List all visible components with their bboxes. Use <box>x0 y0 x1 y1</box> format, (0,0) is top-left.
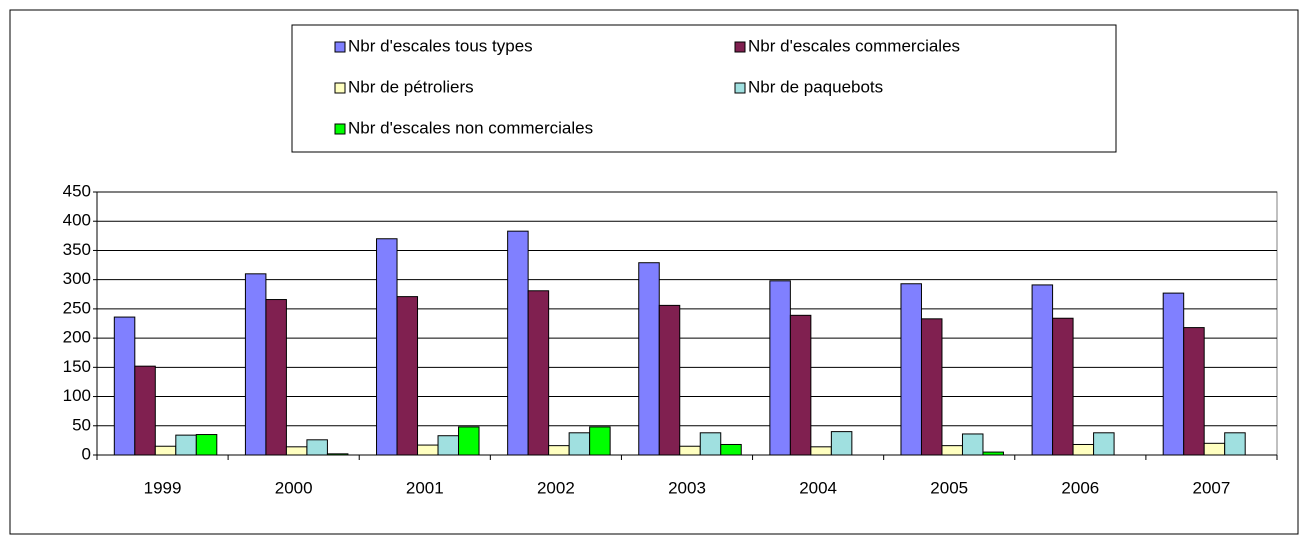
legend-label: Nbr de pétroliers <box>348 77 474 96</box>
bar <box>244 273 267 456</box>
bar <box>941 445 963 456</box>
bar <box>113 316 136 456</box>
x-tick-label: 2003 <box>668 478 706 497</box>
bar <box>568 432 591 456</box>
x-tick-label: 2007 <box>1193 478 1231 497</box>
bar <box>1183 327 1205 456</box>
bar <box>699 432 722 456</box>
legend-swatch <box>334 41 346 53</box>
bar <box>900 283 922 456</box>
x-tick-label: 2001 <box>406 478 444 497</box>
bar <box>134 365 156 456</box>
legend-label: Nbr d'escales tous types <box>348 36 533 55</box>
bar <box>961 433 984 456</box>
bar <box>830 431 853 456</box>
bar <box>638 262 660 456</box>
legend-label: Nbr d'escales commerciales <box>748 36 960 55</box>
bar <box>285 446 308 456</box>
bar <box>769 280 791 456</box>
y-tick-label: 250 <box>63 298 91 317</box>
bar <box>175 434 197 456</box>
bar <box>376 238 398 456</box>
x-tick-label: 2002 <box>537 478 575 497</box>
x-tick-label: 1999 <box>144 478 182 497</box>
bar <box>437 435 460 456</box>
y-tick-label: 350 <box>63 240 91 259</box>
bar <box>1224 432 1246 456</box>
bar <box>1162 292 1185 456</box>
bar <box>527 290 550 456</box>
bar <box>1072 443 1095 456</box>
y-tick-label: 100 <box>63 386 91 405</box>
legend-label: Nbr de paquebots <box>748 77 883 96</box>
bar <box>417 444 439 456</box>
legend-swatch <box>334 82 346 94</box>
y-tick-label: 50 <box>72 415 91 434</box>
y-tick-label: 450 <box>63 181 91 200</box>
bar <box>396 296 419 456</box>
bar <box>789 314 812 456</box>
x-tick-label: 2006 <box>1061 478 1099 497</box>
legend-label: Nbr d'escales non commerciales <box>348 118 593 137</box>
y-tick-label: 0 <box>82 444 91 463</box>
bar <box>1203 442 1226 456</box>
legend-swatch <box>734 41 746 53</box>
y-tick-label: 400 <box>63 211 91 230</box>
bar <box>507 230 529 456</box>
x-tick-label: 2005 <box>930 478 968 497</box>
legend-swatch <box>734 82 746 94</box>
legend-box <box>291 24 1117 153</box>
bar <box>306 439 328 456</box>
bar <box>458 426 480 456</box>
y-tick-label: 200 <box>63 328 91 347</box>
bar <box>1052 317 1074 456</box>
bar <box>548 445 570 456</box>
bar <box>1093 432 1115 456</box>
bar <box>810 446 832 456</box>
bar <box>920 318 943 456</box>
bar <box>195 434 218 456</box>
bar <box>265 299 287 456</box>
x-tick-label: 2000 <box>275 478 313 497</box>
bar <box>1031 284 1054 456</box>
y-tick-label: 150 <box>63 357 91 376</box>
x-tick-label: 2004 <box>799 478 837 497</box>
bar <box>589 426 611 456</box>
legend-swatch <box>334 123 346 135</box>
bar <box>154 445 177 456</box>
y-tick-label: 300 <box>63 269 91 288</box>
bar <box>679 445 701 456</box>
bar <box>720 443 742 456</box>
bar <box>658 304 681 456</box>
